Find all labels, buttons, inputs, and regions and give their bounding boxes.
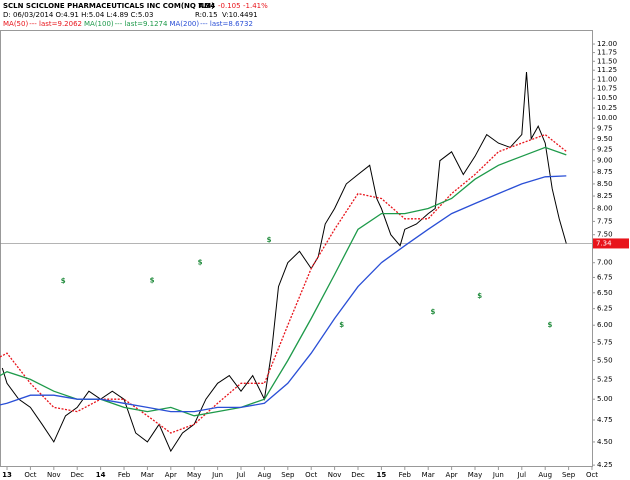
plot-frame xyxy=(0,30,593,467)
last-price-box xyxy=(593,238,629,249)
bar-info: D: 06/03/2014 O:4.91 H:5.04 L:4.89 C:5.0… xyxy=(3,11,153,19)
x-tick-label: May xyxy=(468,471,482,479)
x-tick-label: Dec xyxy=(351,471,365,479)
change: -0.105 xyxy=(218,2,241,10)
y-tick-label: 7.00 xyxy=(597,259,613,267)
y-tick-label: 5.75 xyxy=(597,338,613,346)
y-tick-label: 11.25 xyxy=(597,66,617,74)
y-tick-label: 4.50 xyxy=(597,438,613,446)
x-tick-label: 13 xyxy=(2,471,12,479)
y-tick-label: 7.50 xyxy=(597,231,613,239)
y-tick-label: 8.75 xyxy=(597,168,613,176)
ma-line xyxy=(0,175,567,413)
x-tick-label: Oct xyxy=(586,471,598,479)
y-tick-label: 4.75 xyxy=(597,416,613,424)
x-tick-label: Mar xyxy=(141,471,154,479)
y-tick-label: 6.25 xyxy=(597,305,613,313)
legend-last: --- last=9.1274 xyxy=(115,20,168,28)
y-tick-label: 10.50 xyxy=(597,94,617,102)
event-marker: $ xyxy=(477,292,482,300)
change-pct: -1.41% xyxy=(243,2,268,10)
x-tick-label: Jun xyxy=(211,471,223,479)
y-tick-label: 9.25 xyxy=(597,146,613,154)
last-price: 7.34 xyxy=(198,2,215,10)
y-tick-label: 9.00 xyxy=(597,157,613,165)
x-tick-label: Jul xyxy=(517,471,527,479)
x-tick-label: Sep xyxy=(281,471,295,479)
y-tick-label: 12.00 xyxy=(597,40,617,48)
event-marker: $ xyxy=(267,236,272,244)
legend-last: --- last=8.6732 xyxy=(200,20,253,28)
y-tick-label: 10.25 xyxy=(597,104,617,112)
x-tick-label: Jun xyxy=(492,471,504,479)
event-marker: $ xyxy=(150,276,155,284)
chart-title: SCLN SCICLONE PHARMACEUTICALS INC COM(NQ… xyxy=(3,2,214,10)
x-tick-label: Nov xyxy=(328,471,342,479)
x-tick-label: Aug xyxy=(258,471,272,479)
y-tick-label: 5.50 xyxy=(597,357,613,365)
event-marker: $ xyxy=(547,321,552,329)
y-tick-label: 11.50 xyxy=(597,57,617,65)
legend-name: MA(50) xyxy=(3,20,28,28)
event-marker: $ xyxy=(339,321,344,329)
y-tick-label: 7.75 xyxy=(597,217,613,225)
y-tick-label: 9.75 xyxy=(597,124,613,132)
x-tick-label: Mar xyxy=(422,471,435,479)
x-tick-label: Jul xyxy=(236,471,246,479)
event-marker: $ xyxy=(198,259,203,267)
y-tick-label: 10.75 xyxy=(597,85,617,93)
legend-name: MA(100) xyxy=(84,20,114,28)
y-tick-label: 5.25 xyxy=(597,375,613,383)
legend-last: --- last=9.2062 xyxy=(29,20,82,28)
x-tick-label: Apr xyxy=(446,471,458,479)
x-tick-label: 15 xyxy=(377,471,387,479)
x-tick-label: Sep xyxy=(562,471,576,479)
y-tick-label: 8.50 xyxy=(597,180,613,188)
x-tick-label: Feb xyxy=(118,471,131,479)
x-tick-label: 14 xyxy=(96,471,106,479)
event-marker: $ xyxy=(430,308,435,316)
x-tick-label: Apr xyxy=(165,471,177,479)
x-tick-label: Feb xyxy=(399,471,412,479)
x-tick-label: May xyxy=(187,471,201,479)
y-tick-label: 6.00 xyxy=(597,321,613,329)
x-tick-label: Nov xyxy=(47,471,61,479)
v-value: V:10.4491 xyxy=(222,11,258,19)
x-tick-label: Aug xyxy=(538,471,552,479)
y-tick-label: 8.25 xyxy=(597,192,613,200)
y-tick-label: 11.75 xyxy=(597,49,617,57)
x-tick-label: Oct xyxy=(24,471,36,479)
y-tick-label: 5.00 xyxy=(597,395,613,403)
y-tick-label: 9.50 xyxy=(597,135,613,143)
event-marker: $ xyxy=(61,277,66,285)
x-tick-label: Oct xyxy=(305,471,317,479)
x-tick-label: Dec xyxy=(70,471,84,479)
y-tick-label: 10.00 xyxy=(597,114,617,122)
y-tick-label: 4.25 xyxy=(597,461,613,469)
last-price-label: 7.34 xyxy=(596,239,612,247)
y-tick-label: 8.00 xyxy=(597,205,613,213)
legend-name: MA(200) xyxy=(169,20,199,28)
r-value: R:0.15 xyxy=(195,11,218,19)
y-tick-label: 6.75 xyxy=(597,273,613,281)
y-tick-label: 11.00 xyxy=(597,75,617,83)
y-tick-label: 6.50 xyxy=(597,289,613,297)
